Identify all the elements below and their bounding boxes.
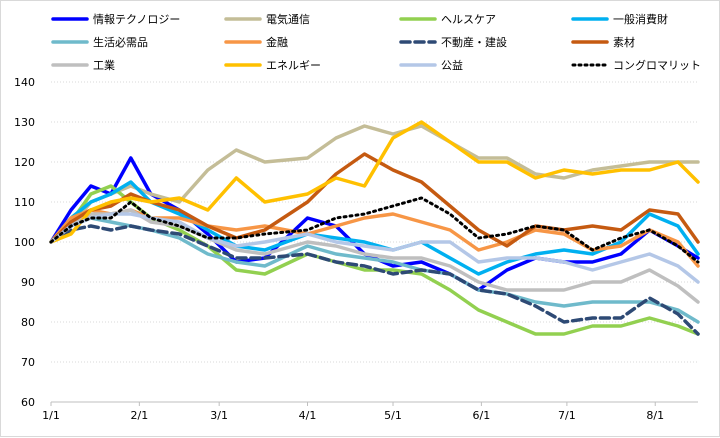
series-line-11 <box>49 212 700 284</box>
x-tick-label: 1/1 <box>42 409 60 422</box>
x-tick-label: 5/1 <box>384 409 402 422</box>
legend-item: コングロマリット <box>571 58 701 72</box>
y-tick-label: 110 <box>14 196 35 209</box>
legend-item: 公益 <box>399 58 463 72</box>
y-tick-label: 120 <box>14 156 35 169</box>
series-line-2 <box>49 124 700 244</box>
y-tick-label: 100 <box>14 236 35 249</box>
legend-label: 生活必需品 <box>93 35 148 49</box>
y-tick-label: 130 <box>14 116 35 129</box>
legend-label: 公益 <box>441 58 463 72</box>
legend-item: ヘルスケア <box>399 13 496 26</box>
legend-label: 不動産・建設 <box>441 35 507 49</box>
y-tick-label: 80 <box>21 316 35 329</box>
axes: 60 70 80 90 100 110 120 130 140 1/1 2/1 3/1 4/1 5/1 6/… <box>14 76 698 422</box>
series-line-12 <box>49 196 700 264</box>
y-tick-label: 90 <box>21 276 35 289</box>
legend-item: 工業 <box>51 59 115 72</box>
x-tick-label: 2/1 <box>131 409 149 422</box>
legend-label: エネルギー <box>266 59 321 72</box>
legend-label: ヘルスケア <box>441 13 496 26</box>
legend-item: 不動産・建設 <box>399 35 507 49</box>
x-tick-label: 3/1 <box>210 409 228 422</box>
series-lines <box>49 120 700 336</box>
x-tick-label: 4/1 <box>299 409 317 422</box>
x-tick-label: 6/1 <box>473 409 491 422</box>
legend-item: 一般消費財 <box>571 12 668 26</box>
legend-label: 電気通信 <box>266 12 310 26</box>
legend-label: 一般消費財 <box>613 12 668 26</box>
y-tick-label: 140 <box>14 76 35 89</box>
series-line-4 <box>49 180 700 276</box>
x-tick-label: 8/1 <box>646 409 664 422</box>
series-line-7 <box>49 224 700 336</box>
legend-item: 素材 <box>571 35 635 49</box>
y-tick-label: 60 <box>21 396 35 409</box>
series-line-8 <box>49 152 700 248</box>
legend-label: 素材 <box>613 35 635 49</box>
legend-label: コングロマリット <box>613 58 701 72</box>
legend-item: 金融 <box>224 35 288 49</box>
legend-item: エネルギー <box>224 59 321 72</box>
legend-item: 情報テクノロジー <box>51 13 180 26</box>
series-line-9 <box>49 208 700 304</box>
series-line-10 <box>49 120 700 244</box>
legend-label: 金融 <box>266 35 288 49</box>
legend-item: 電気通信 <box>224 12 310 26</box>
legend-label: 情報テクノロジー <box>93 13 180 26</box>
legend-label: 工業 <box>93 59 115 72</box>
y-tick-label: 70 <box>21 356 35 369</box>
x-tick-label: 7/1 <box>558 409 576 422</box>
legend-item: 生活必需品 <box>51 35 148 49</box>
